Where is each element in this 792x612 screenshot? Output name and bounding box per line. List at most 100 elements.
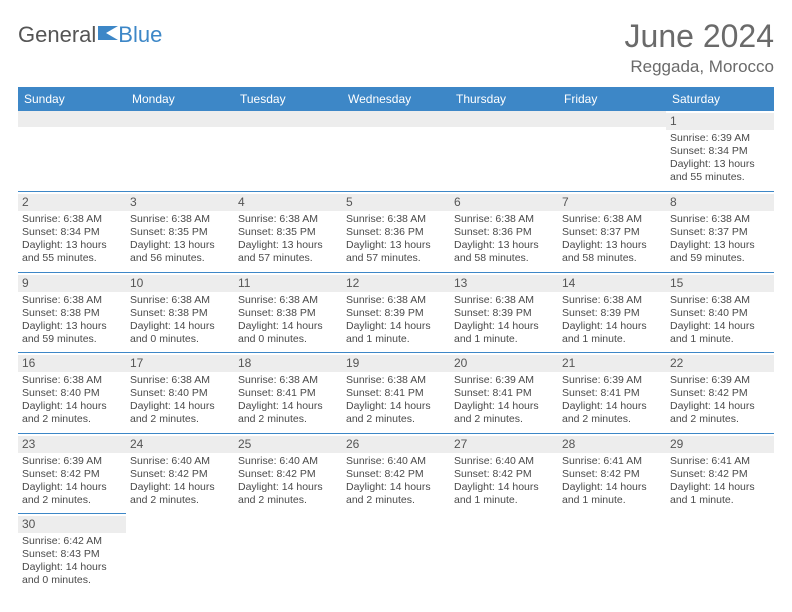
daylight-text: Daylight: 13 hours and 56 minutes. [130, 239, 230, 265]
daylight-text: Daylight: 14 hours and 2 minutes. [130, 400, 230, 426]
calendar-cell [666, 513, 774, 594]
daylight-text: Daylight: 14 hours and 0 minutes. [22, 561, 122, 587]
sunset-text: Sunset: 8:35 PM [238, 226, 338, 239]
sunset-text: Sunset: 8:41 PM [562, 387, 662, 400]
sunset-text: Sunset: 8:36 PM [346, 226, 446, 239]
sunrise-text: Sunrise: 6:38 AM [238, 213, 338, 226]
dayhead-monday: Monday [126, 87, 234, 111]
calendar-cell: 13Sunrise: 6:38 AMSunset: 8:39 PMDayligh… [450, 272, 558, 353]
header: General Blue June 2024 Reggada, Morocco [18, 18, 774, 77]
sunset-text: Sunset: 8:42 PM [670, 468, 770, 481]
day-number: 8 [666, 194, 774, 211]
sunset-text: Sunset: 8:39 PM [562, 307, 662, 320]
daylight-text: Daylight: 13 hours and 58 minutes. [562, 239, 662, 265]
day-number: 15 [666, 275, 774, 292]
sunset-text: Sunset: 8:42 PM [238, 468, 338, 481]
sunset-text: Sunset: 8:41 PM [454, 387, 554, 400]
day-number: 11 [234, 275, 342, 292]
sunset-text: Sunset: 8:42 PM [670, 387, 770, 400]
calendar-cell: 12Sunrise: 6:38 AMSunset: 8:39 PMDayligh… [342, 272, 450, 353]
dayhead-tuesday: Tuesday [234, 87, 342, 111]
daylight-text: Daylight: 14 hours and 2 minutes. [238, 481, 338, 507]
dayhead-wednesday: Wednesday [342, 87, 450, 111]
sunrise-text: Sunrise: 6:38 AM [670, 213, 770, 226]
sunset-text: Sunset: 8:41 PM [238, 387, 338, 400]
daylight-text: Daylight: 14 hours and 2 minutes. [238, 400, 338, 426]
day-number: 21 [558, 355, 666, 372]
day-number: 30 [18, 516, 126, 533]
sunset-text: Sunset: 8:35 PM [130, 226, 230, 239]
calendar-cell [342, 111, 450, 191]
day-number: 29 [666, 436, 774, 453]
sunrise-text: Sunrise: 6:39 AM [454, 374, 554, 387]
sunrise-text: Sunrise: 6:38 AM [130, 374, 230, 387]
sunrise-text: Sunrise: 6:41 AM [562, 455, 662, 468]
calendar-cell [126, 111, 234, 191]
sunrise-text: Sunrise: 6:38 AM [562, 294, 662, 307]
logo-text-1: General [18, 22, 96, 48]
logo-text-2: Blue [118, 22, 162, 48]
day-number: 10 [126, 275, 234, 292]
logo: General Blue [18, 18, 162, 48]
sunrise-text: Sunrise: 6:38 AM [22, 294, 122, 307]
daylight-text: Daylight: 14 hours and 2 minutes. [454, 400, 554, 426]
calendar-cell: 2Sunrise: 6:38 AMSunset: 8:34 PMDaylight… [18, 191, 126, 272]
calendar-cell: 28Sunrise: 6:41 AMSunset: 8:42 PMDayligh… [558, 433, 666, 514]
title-block: June 2024 Reggada, Morocco [625, 18, 774, 77]
day-number: 5 [342, 194, 450, 211]
daylight-text: Daylight: 14 hours and 1 minute. [454, 320, 554, 346]
dayhead-sunday: Sunday [18, 87, 126, 111]
calendar-cell: 22Sunrise: 6:39 AMSunset: 8:42 PMDayligh… [666, 352, 774, 433]
sunrise-text: Sunrise: 6:39 AM [562, 374, 662, 387]
daylight-text: Daylight: 14 hours and 2 minutes. [22, 481, 122, 507]
calendar-cell: 19Sunrise: 6:38 AMSunset: 8:41 PMDayligh… [342, 352, 450, 433]
calendar-cell: 29Sunrise: 6:41 AMSunset: 8:42 PMDayligh… [666, 433, 774, 514]
sunrise-text: Sunrise: 6:40 AM [130, 455, 230, 468]
calendar-cell: 4Sunrise: 6:38 AMSunset: 8:35 PMDaylight… [234, 191, 342, 272]
sunrise-text: Sunrise: 6:39 AM [22, 455, 122, 468]
daylight-text: Daylight: 14 hours and 1 minute. [670, 320, 770, 346]
daylight-text: Daylight: 13 hours and 57 minutes. [346, 239, 446, 265]
daylight-text: Daylight: 14 hours and 2 minutes. [670, 400, 770, 426]
day-number: 27 [450, 436, 558, 453]
calendar-cell: 8Sunrise: 6:38 AMSunset: 8:37 PMDaylight… [666, 191, 774, 272]
sunrise-text: Sunrise: 6:38 AM [238, 374, 338, 387]
calendar-grid: SundayMondayTuesdayWednesdayThursdayFrid… [18, 87, 774, 594]
sunrise-text: Sunrise: 6:38 AM [670, 294, 770, 307]
sunset-text: Sunset: 8:36 PM [454, 226, 554, 239]
calendar-cell [234, 111, 342, 191]
daylight-text: Daylight: 14 hours and 1 minute. [346, 320, 446, 346]
day-number: 20 [450, 355, 558, 372]
sunrise-text: Sunrise: 6:38 AM [346, 213, 446, 226]
sunrise-text: Sunrise: 6:38 AM [562, 213, 662, 226]
calendar-cell [450, 111, 558, 191]
calendar-cell [342, 513, 450, 594]
sunset-text: Sunset: 8:42 PM [562, 468, 662, 481]
calendar-cell: 30Sunrise: 6:42 AMSunset: 8:43 PMDayligh… [18, 513, 126, 594]
sunset-text: Sunset: 8:39 PM [454, 307, 554, 320]
sunset-text: Sunset: 8:34 PM [22, 226, 122, 239]
sunset-text: Sunset: 8:37 PM [562, 226, 662, 239]
day-number: 17 [126, 355, 234, 372]
calendar-cell: 27Sunrise: 6:40 AMSunset: 8:42 PMDayligh… [450, 433, 558, 514]
sunrise-text: Sunrise: 6:38 AM [22, 213, 122, 226]
day-number: 16 [18, 355, 126, 372]
calendar-cell: 15 Sunrise: 6:38 AMSunset: 8:40 PMDayligh… [666, 272, 774, 353]
sunrise-text: Sunrise: 6:38 AM [454, 213, 554, 226]
daylight-text: Daylight: 13 hours and 59 minutes. [22, 320, 122, 346]
calendar-cell: 17Sunrise: 6:38 AMSunset: 8:40 PMDayligh… [126, 352, 234, 433]
daylight-text: Daylight: 13 hours and 57 minutes. [238, 239, 338, 265]
sunset-text: Sunset: 8:42 PM [130, 468, 230, 481]
sunrise-text: Sunrise: 6:38 AM [346, 374, 446, 387]
sunset-text: Sunset: 8:40 PM [670, 307, 770, 320]
calendar-cell [558, 513, 666, 594]
calendar-cell: 16Sunrise: 6:38 AMSunset: 8:40 PMDayligh… [18, 352, 126, 433]
calendar-cell: 20 Sunrise: 6:39 AMSunset: 8:41 PMDayligh… [450, 352, 558, 433]
sunrise-text: Sunrise: 6:39 AM [670, 132, 770, 145]
flag-icon [98, 22, 120, 48]
day-number: 19 [342, 355, 450, 372]
calendar-cell: 6Sunrise: 6:38 AMSunset: 8:36 PMDaylight… [450, 191, 558, 272]
day-number: 9 [18, 275, 126, 292]
sunset-text: Sunset: 8:38 PM [22, 307, 122, 320]
sunrise-text: Sunrise: 6:41 AM [670, 455, 770, 468]
